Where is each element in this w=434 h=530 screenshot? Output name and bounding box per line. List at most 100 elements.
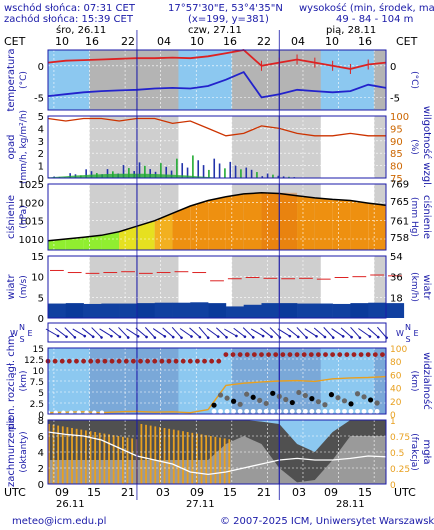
cloudbase-dot — [361, 394, 367, 400]
cloudbase-white-dot — [289, 408, 295, 414]
wind-arrow — [108, 327, 122, 339]
winddir-row-border — [47, 322, 387, 343]
pressure-fill — [154, 213, 173, 250]
wind-arrow — [198, 326, 210, 340]
visibility-dot — [351, 352, 357, 357]
cloudbase-white-dot — [329, 408, 334, 414]
wind-arrow — [287, 327, 300, 339]
precip-bar — [256, 172, 258, 178]
cet-tick: 04 — [157, 35, 171, 48]
wind-arrow-shaft — [91, 327, 102, 338]
cet-tick: 16 — [85, 35, 99, 48]
wind-arrow — [250, 328, 265, 338]
precip-ytick: 0 — [38, 174, 44, 185]
wind-arrow — [135, 327, 148, 339]
wind-arrow-head — [110, 334, 113, 338]
visibility-dot — [109, 358, 115, 364]
wind-speed-bar — [208, 303, 227, 318]
wind-arrow-head — [261, 334, 265, 338]
cet-tick: 10 — [190, 35, 204, 48]
wind-arrow-shaft — [233, 327, 246, 338]
cloudbase-white-dot — [244, 408, 250, 414]
cloudbase-white-dot — [296, 408, 302, 414]
utc-tick: 21 — [257, 486, 271, 499]
cloudbase-white-dot — [374, 408, 380, 414]
wind-speed-bar — [190, 302, 209, 318]
wind-arrow-head — [350, 335, 353, 339]
visibility-dot — [187, 358, 193, 364]
fog-bar — [122, 436, 124, 484]
cloud-axis-label-unit: (oktanty) — [19, 431, 29, 472]
vis-y2tick: 20 — [390, 398, 402, 408]
compass-s-left: S — [19, 335, 24, 344]
visibility-dot — [209, 358, 215, 364]
pressure-fill — [350, 200, 369, 250]
footer-email: meteo@icm.edu.pl — [12, 516, 106, 527]
cloudbase-white-dot — [322, 408, 328, 414]
visibility-dot — [301, 352, 307, 357]
wind-speed-bar — [48, 303, 67, 318]
fog-bar — [66, 427, 69, 484]
wind-arrow — [55, 327, 68, 339]
precip-axis-label-unit: (mm/h, kg/m²/h) — [19, 110, 29, 184]
visibility-dot — [237, 352, 243, 357]
wind-arrow-shaft — [242, 327, 254, 338]
wind-arrow-shaft — [179, 328, 192, 337]
visibility-dot — [102, 358, 108, 364]
cloudbase-dot — [335, 395, 341, 401]
precip-bar — [181, 163, 184, 178]
visibility-dot — [273, 352, 279, 357]
wind-arrow — [126, 328, 140, 338]
visibility-dot — [59, 358, 65, 364]
utc-tick: 15 — [87, 486, 101, 499]
wind-arrow — [152, 328, 167, 338]
precip-panel-night — [231, 116, 321, 178]
wind-arrow-shaft — [198, 326, 209, 339]
precip-bar — [144, 165, 146, 178]
precip-bar — [229, 161, 232, 178]
wind-arrow — [206, 327, 220, 338]
wind-ytick: 10 — [31, 273, 44, 284]
visibility-dot — [316, 352, 321, 357]
wind-arrow-shaft — [72, 328, 86, 337]
wind-panel-border — [47, 255, 387, 319]
cloudbase-white-dot — [355, 408, 360, 414]
wind-speed-bar — [279, 303, 298, 318]
wind-arrow-shaft — [126, 328, 139, 337]
wind-arrow — [171, 326, 183, 340]
compass-w-left: W — [10, 329, 18, 338]
wind-arrow-shaft — [108, 327, 121, 338]
pressure-fill — [65, 237, 84, 250]
wind-arrow-head — [225, 335, 228, 339]
precip-bar — [234, 165, 237, 178]
fog-bar — [75, 428, 78, 484]
pressure-mmhg-tick: 765 — [390, 197, 409, 208]
cloudbase-white-dot — [250, 408, 256, 414]
utc-day-2: 27.11 — [186, 499, 215, 510]
wind-arrow-head — [163, 335, 167, 338]
precip-ytick: 3 — [38, 137, 44, 148]
wind-arrow-shaft — [269, 327, 281, 338]
pressure-fill — [101, 231, 120, 250]
visibility-dot — [380, 352, 385, 357]
visibility-dot — [116, 358, 122, 364]
cloud-axis-label: zachmurzenie (oktanty) — [6, 417, 29, 487]
pressure-axis-label-title: ciśnienie — [5, 195, 17, 239]
fog-bar — [126, 437, 129, 484]
fog-bar — [154, 426, 157, 484]
wind-arrow-head — [100, 336, 103, 339]
temp-y2tick: -5 — [390, 93, 400, 104]
compass-w-right: W — [396, 329, 404, 338]
fog-bar — [205, 435, 208, 484]
wind-axis-label-unit: (m/s) — [19, 275, 29, 299]
precip-bar — [245, 167, 248, 178]
cloudbase-dot — [315, 399, 321, 405]
wind-ytick: 5 — [38, 293, 44, 304]
wind-arrow — [277, 328, 292, 338]
precip-bar — [138, 162, 141, 178]
pressure-right-label: (mm Hg) ciśnienie — [409, 195, 433, 239]
pressure-ytick: 1020 — [19, 198, 44, 209]
wind-arrow — [224, 328, 238, 338]
wind-arrow-head — [216, 335, 220, 338]
